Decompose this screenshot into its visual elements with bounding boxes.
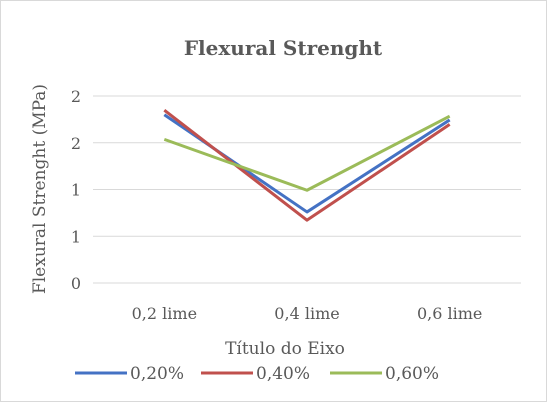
legend: 0,20% 0,40% 0,60% [75,364,439,384]
y-axis-title: Flexural Strenght (MPa) [30,84,50,294]
series-line [163,114,451,192]
x-axis-title: Título do Eixo [225,339,345,359]
y-tick-label: 2 [71,134,81,153]
legend-label: 0,60% [385,364,439,384]
y-tick-label: 1 [71,181,81,200]
y-tick-label: 1 [71,227,81,246]
y-tick-label: 2 [71,87,81,106]
y-axis-ticks: 0 1 1 2 2 [71,87,81,293]
series-line [163,113,451,214]
chart-title: Flexural Strenght [184,36,383,60]
x-tick-label: 0,2 lime [132,304,197,323]
series-lines [163,109,451,222]
y-tick-label: 0 [71,274,81,293]
x-tick-label: 0,6 lime [417,304,482,323]
legend-label: 0,20% [130,364,184,384]
x-axis-ticks: 0,2 lime 0,4 lime 0,6 lime [132,304,483,323]
legend-label: 0,40% [256,364,310,384]
x-tick-label: 0,4 lime [274,304,339,323]
series-line [163,109,451,222]
